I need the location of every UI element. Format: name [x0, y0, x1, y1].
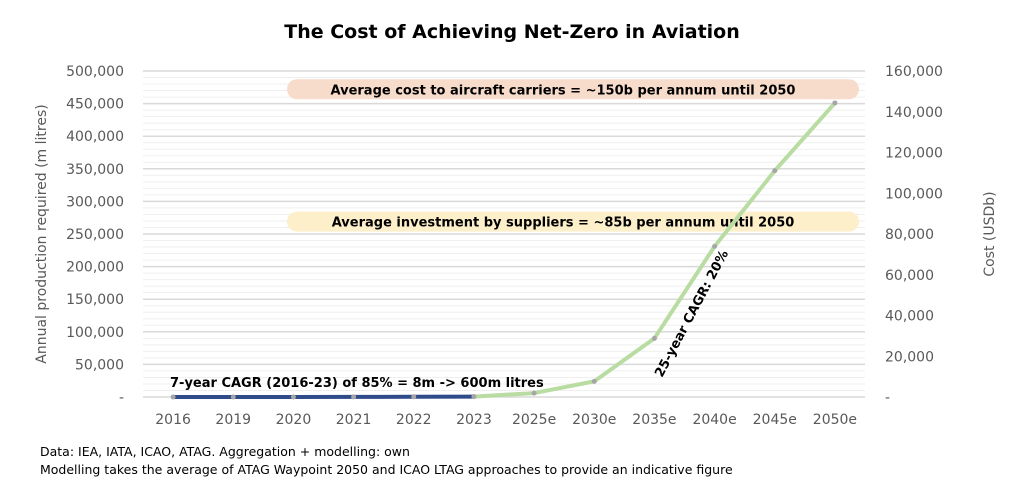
x-tick-label: 2035e: [632, 412, 676, 428]
y-tick-label: 450,000: [66, 97, 124, 113]
y2-tick-label: 60,000: [885, 268, 934, 284]
y-tick-label: -: [119, 390, 124, 406]
band-label: Average investment by suppliers = ~85b p…: [332, 216, 795, 231]
data-point: [290, 394, 296, 400]
y-tick-label: 150,000: [66, 292, 124, 308]
data-point: [651, 335, 657, 341]
x-tick-label: 2045e: [753, 412, 797, 428]
series-line: [473, 101, 837, 399]
y-tick-label: 350,000: [66, 162, 124, 178]
x-tick-label: 2020: [276, 412, 312, 428]
x-tick-label: 2025e: [512, 412, 556, 428]
y-tick-label: 200,000: [66, 260, 124, 276]
footnote-source: Data: IEA, IATA, ICAO, ATAG. Aggregation…: [40, 444, 410, 459]
annotation-band: [287, 79, 859, 100]
x-tick-label: 2050e: [813, 412, 857, 428]
y2-tick-label: 140,000: [885, 105, 943, 121]
y-tick-label: 100,000: [66, 325, 124, 341]
y-tick-label: 400,000: [66, 129, 124, 145]
y-tick-label: 500,000: [66, 64, 124, 80]
y2-tick-label: 20,000: [885, 349, 934, 365]
y2-tick-label: 160,000: [885, 64, 943, 80]
footnote-method: Modelling takes the average of ATAG Wayp…: [40, 462, 733, 477]
chart-title: The Cost of Achieving Net-Zero in Aviati…: [284, 21, 740, 43]
forecast-annotation: 25-year CAGR: 20%: [652, 248, 732, 380]
x-tick-label: 2023: [456, 412, 492, 428]
band-label: Average cost to aircraft carriers = ~150…: [331, 83, 796, 98]
data-point: [712, 243, 718, 249]
x-tick-label: 2022: [396, 412, 432, 428]
data-point: [772, 168, 778, 174]
data-point: [411, 394, 417, 400]
y2-tick-label: 80,000: [885, 227, 934, 243]
x-tick-label: 2016: [155, 412, 191, 428]
y-tick-label: 250,000: [66, 227, 124, 243]
y-axis-label: Annual production required (m litres): [34, 104, 50, 364]
y2-tick-label: -: [885, 390, 890, 406]
y-tick-label: 300,000: [66, 194, 124, 210]
data-point: [230, 394, 236, 400]
y2-tick-label: 40,000: [885, 309, 934, 325]
data-point: [170, 394, 176, 400]
data-point: [591, 378, 597, 384]
x-tick-label: 2040e: [692, 412, 736, 428]
annotation-band: [287, 211, 859, 232]
x-tick-label: 2030e: [572, 412, 616, 428]
y2-axis-label: Cost (USDb): [982, 191, 998, 276]
y2-tick-label: 120,000: [885, 146, 943, 162]
data-point: [832, 100, 838, 106]
data-point: [471, 394, 477, 400]
historic-annotation: 7-year CAGR (2016-23) of 85% = 8m -> 600…: [170, 376, 544, 391]
x-tick-label: 2021: [336, 412, 372, 428]
data-point: [531, 390, 537, 396]
data-point: [351, 394, 357, 400]
y2-tick-label: 100,000: [885, 186, 943, 202]
y-tick-label: 50,000: [75, 357, 124, 373]
x-tick-label: 2019: [215, 412, 251, 428]
